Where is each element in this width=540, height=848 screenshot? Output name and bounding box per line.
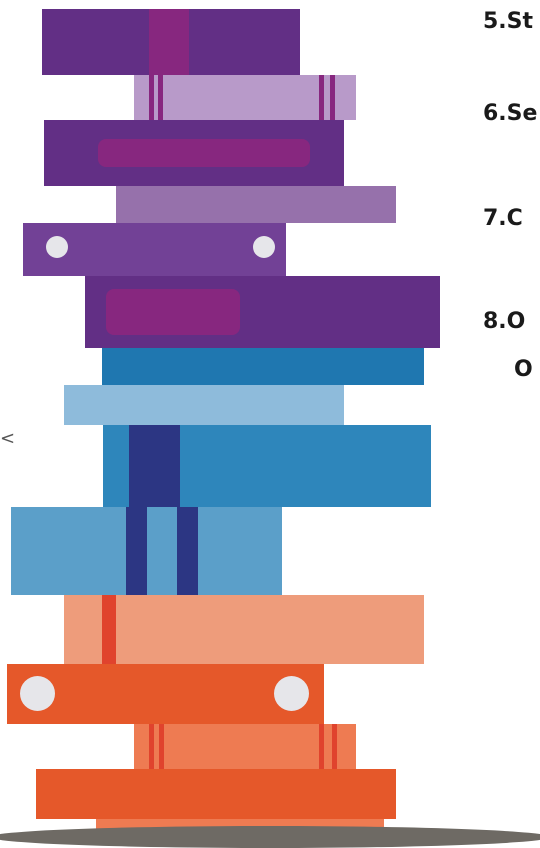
book-6-label-plate [106, 289, 240, 335]
list-item-5: 5.St [483, 9, 534, 34]
book-2-stripe [319, 75, 324, 120]
book-2-stripe [330, 75, 335, 120]
list-item-8: 8.O [483, 309, 526, 334]
book-4 [116, 186, 396, 223]
book-10-stripe [177, 507, 198, 595]
book-5-rivet [253, 236, 275, 258]
book-5-rivet [46, 236, 68, 258]
list-item-8-continuation: O [514, 357, 533, 382]
book-11 [64, 595, 424, 664]
book-13-stripe [319, 724, 324, 769]
book-3-label-plate [98, 139, 310, 167]
book-10-stripe [126, 507, 147, 595]
book-12-rivet [20, 676, 55, 711]
book-12-rivet [274, 676, 309, 711]
book-13-stripe [149, 724, 154, 769]
book-14 [36, 769, 396, 819]
book-11-band [102, 595, 116, 664]
book-8 [64, 385, 344, 425]
book-2-stripe [149, 75, 154, 120]
edge-mark: < [0, 428, 16, 449]
book-7 [102, 348, 424, 385]
book-2-stripe [158, 75, 163, 120]
book-12 [7, 664, 324, 724]
book-13-stripe [159, 724, 164, 769]
shelf-shadow [0, 826, 540, 848]
book-13-stripe [332, 724, 337, 769]
list-item-7: 7.C [483, 206, 523, 231]
book-1-band [149, 9, 189, 75]
list-item-6: 6.Se [483, 101, 538, 126]
book-9-band [129, 425, 180, 507]
